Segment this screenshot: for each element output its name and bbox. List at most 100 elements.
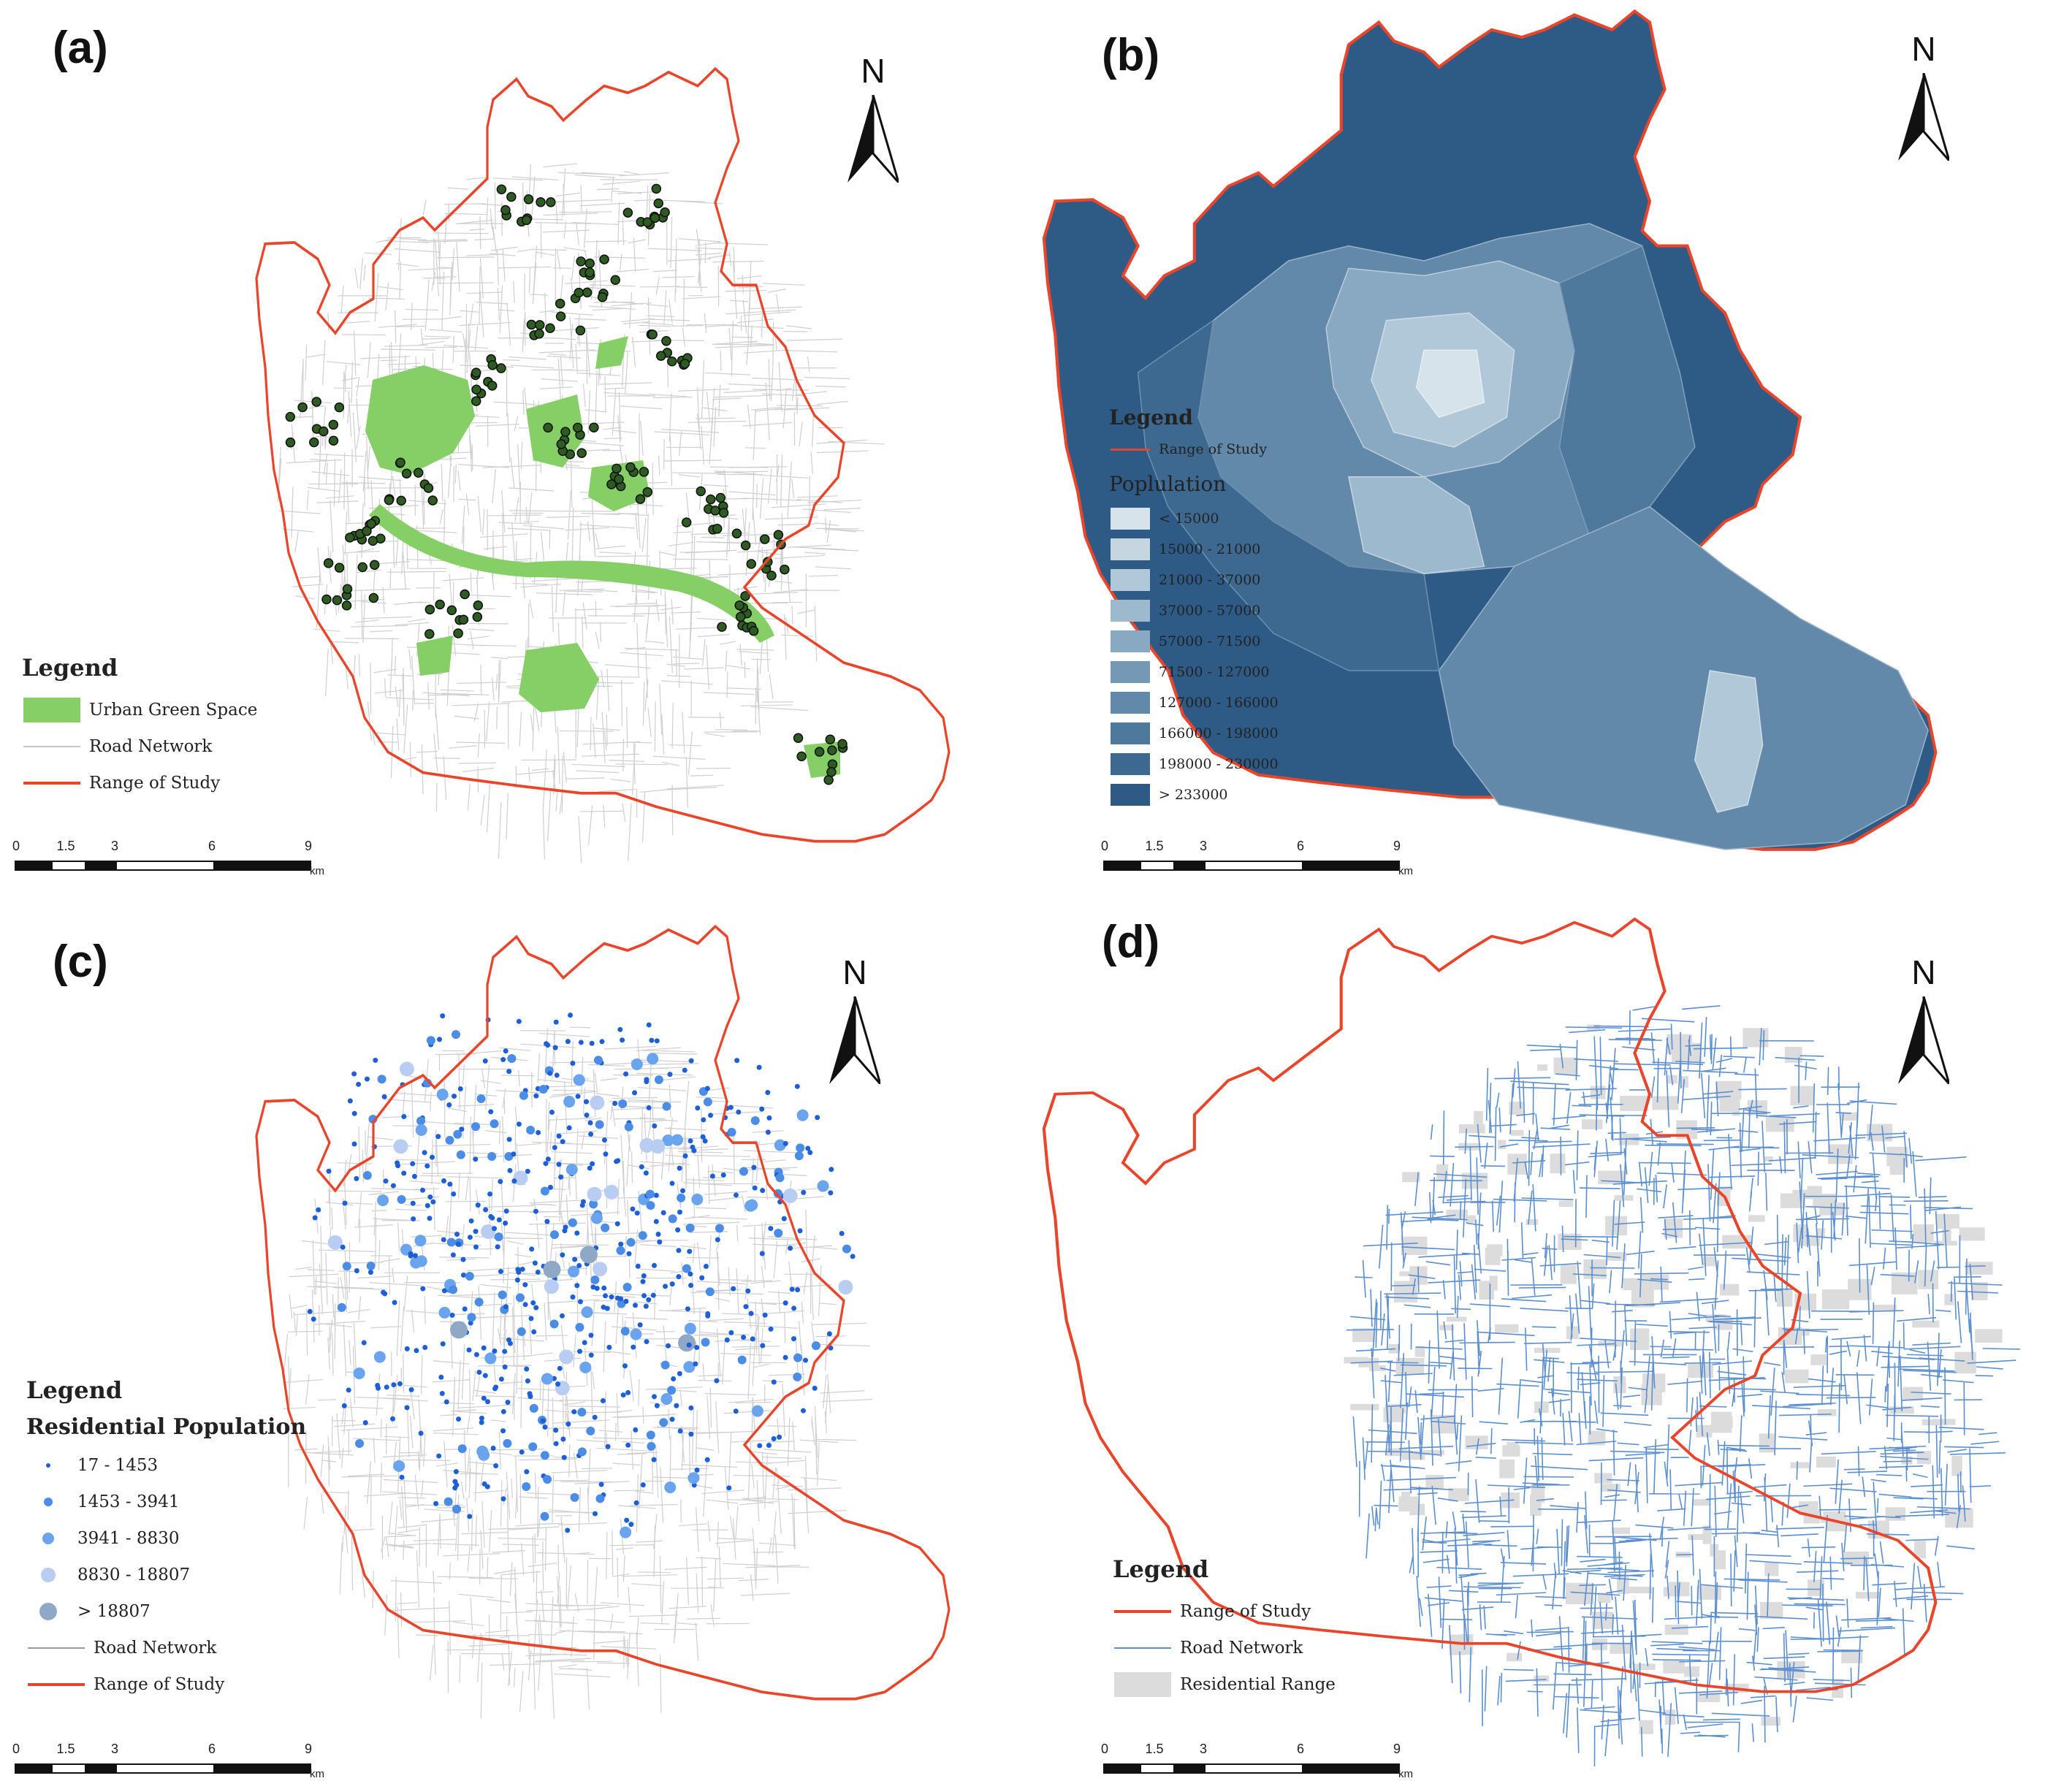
road-segment — [1490, 1124, 1517, 1127]
road-segment — [1644, 1395, 1648, 1414]
residential-point — [766, 1115, 772, 1121]
road-segment — [661, 761, 679, 766]
road-segment — [320, 1323, 353, 1327]
road-segment — [1431, 1214, 1456, 1219]
road-segment — [1399, 1446, 1454, 1449]
road-segment — [468, 1468, 471, 1498]
road-segment — [574, 318, 606, 321]
road-segment — [1577, 1519, 1621, 1524]
residential-point — [807, 1150, 813, 1156]
residential-point — [307, 1308, 313, 1314]
road-segment — [804, 552, 826, 554]
residential-point — [393, 1139, 408, 1154]
road-segment — [825, 1383, 829, 1423]
road-segment — [1412, 1528, 1414, 1575]
road-segment — [1475, 1457, 1496, 1459]
residential-point — [715, 1224, 724, 1233]
road-segment — [1623, 1394, 1640, 1398]
road-segment — [533, 1655, 536, 1709]
road-segment — [725, 665, 751, 670]
road-segment — [411, 1235, 442, 1237]
park-point — [827, 745, 837, 755]
road-segment — [1557, 1662, 1588, 1666]
class-swatch — [1111, 692, 1150, 714]
road-segment — [522, 576, 525, 599]
road-segment — [653, 1427, 699, 1429]
residential-point — [685, 1224, 695, 1233]
road-segment — [617, 414, 621, 443]
road-network — [1346, 1005, 2020, 1766]
road-segment — [469, 228, 485, 231]
residential-points — [307, 1012, 856, 1538]
residential-point — [644, 1079, 650, 1085]
road-segment — [414, 1474, 419, 1509]
road-segment — [452, 1621, 484, 1626]
road-segment — [1910, 1509, 1948, 1514]
residential-patch — [1597, 1593, 1611, 1603]
road-segment — [394, 1506, 398, 1552]
residential-point — [516, 1121, 522, 1127]
road-segment — [644, 679, 649, 712]
road-segment — [669, 617, 673, 674]
residential-point — [492, 1226, 498, 1232]
road-segment — [418, 239, 467, 242]
road-segment — [747, 1343, 751, 1400]
road-segment — [1682, 1151, 1686, 1203]
residential-point — [422, 1344, 428, 1350]
residential-point — [788, 1246, 793, 1251]
road-segment — [654, 431, 710, 435]
road-segment — [571, 255, 575, 280]
residential-point — [390, 1416, 396, 1422]
road-segment — [1538, 1408, 1543, 1427]
residential-point — [547, 1184, 553, 1190]
residential-point — [435, 1134, 441, 1140]
residential-patch — [1529, 1494, 1542, 1516]
road-segment — [810, 451, 813, 474]
road-segment — [609, 1544, 655, 1547]
residential-point — [373, 1057, 378, 1063]
north-arrow-icon — [848, 95, 899, 183]
residential-patch — [1663, 1659, 1686, 1674]
road-segment — [603, 427, 622, 430]
road-segment — [566, 590, 603, 592]
road-segment — [1796, 1222, 1799, 1264]
residential-point — [701, 1117, 706, 1123]
road-segment — [1675, 1585, 1677, 1617]
road-segment — [1682, 1005, 1721, 1010]
road-segment — [587, 1487, 590, 1523]
residential-patch — [1369, 1365, 1386, 1371]
road-segment — [1723, 1056, 1755, 1059]
residential-point — [676, 1274, 682, 1280]
road-segment — [362, 451, 367, 492]
residential-patch — [1667, 1034, 1693, 1054]
road-segment — [1683, 1490, 1687, 1526]
residential-point — [531, 1329, 537, 1335]
road-segment — [604, 1045, 656, 1050]
residential-point — [771, 1379, 777, 1385]
road-segment — [1632, 1006, 1655, 1011]
residential-point — [476, 1369, 482, 1375]
road-segment — [617, 512, 648, 516]
road-segment — [467, 1546, 471, 1572]
road-segment — [696, 387, 700, 430]
road-segment — [635, 514, 639, 540]
road-segment — [1583, 1254, 1621, 1259]
road-segment — [384, 1435, 410, 1438]
road-segment — [1534, 1455, 1539, 1488]
road-segment — [1801, 1547, 1836, 1549]
road-segment — [546, 516, 590, 519]
road-segment — [1718, 1464, 1766, 1468]
road-segment — [1536, 1668, 1539, 1717]
road-segment — [398, 689, 401, 717]
legend-item-range: Range of Study — [1109, 434, 1279, 465]
road-segment — [306, 1286, 326, 1289]
residential-point — [482, 1058, 488, 1064]
residential-point — [367, 1270, 373, 1275]
road-segment — [395, 622, 430, 626]
road-segment — [1813, 1551, 1817, 1582]
road-segment — [1617, 1686, 1620, 1739]
road-segment — [557, 1544, 560, 1574]
road-segment — [788, 1509, 846, 1514]
road-segment — [1969, 1264, 1973, 1300]
residential-point — [397, 1195, 406, 1205]
